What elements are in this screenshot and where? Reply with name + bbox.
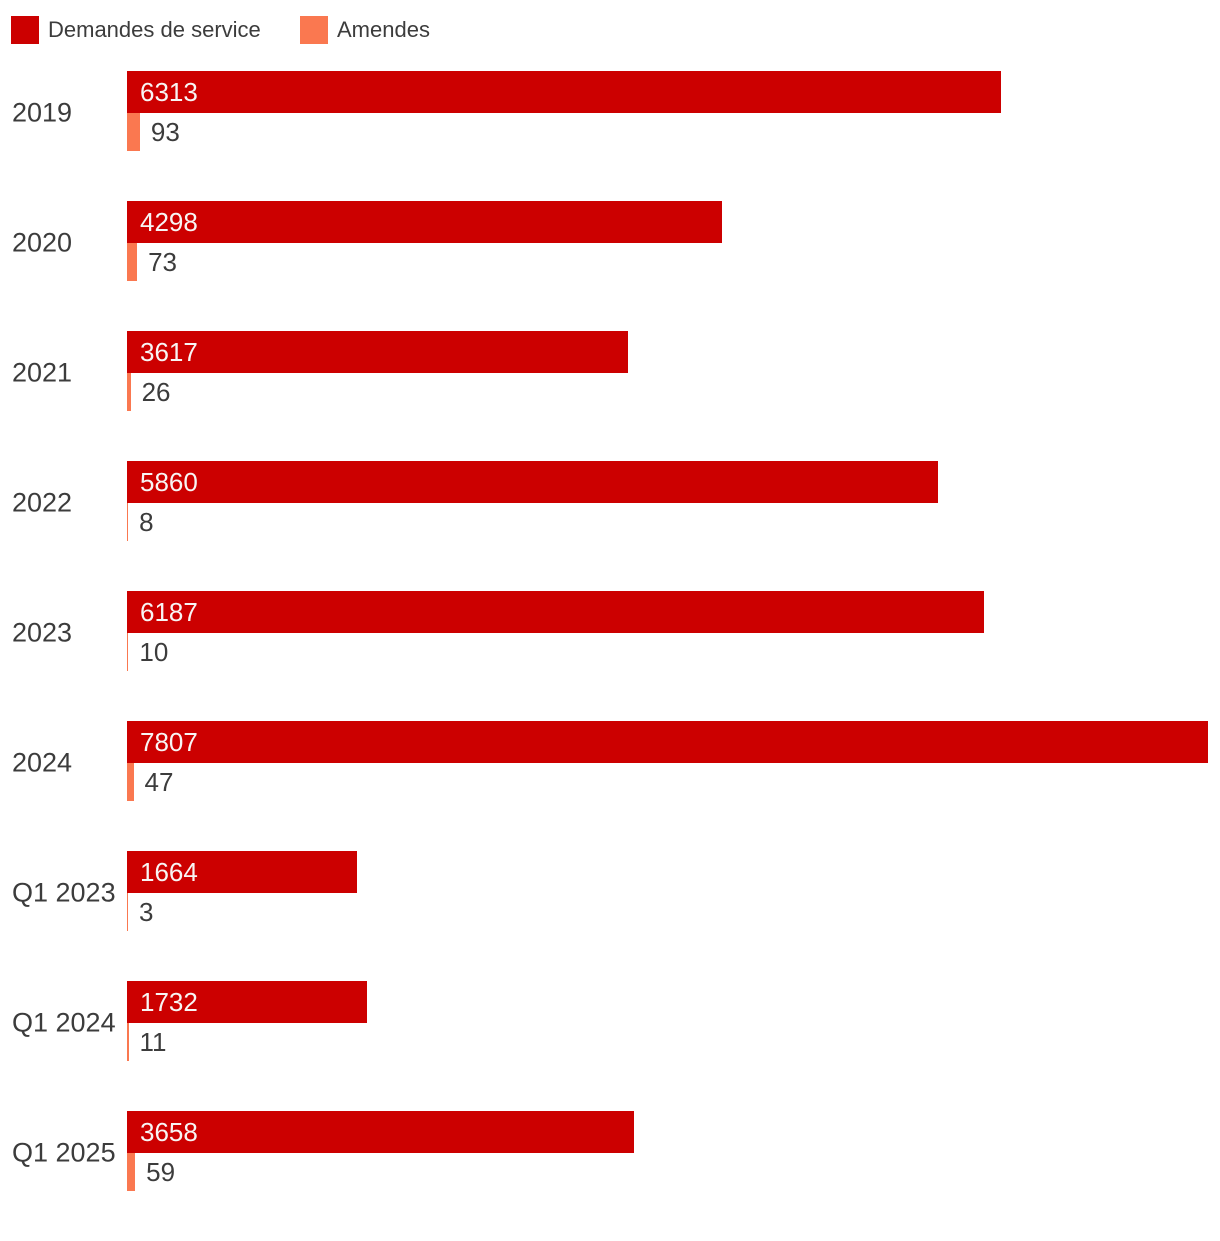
- category-label: 2019: [12, 97, 73, 128]
- category-label: 2020: [12, 227, 73, 258]
- chart-row: Q1 2024 1732 11: [0, 981, 1220, 1111]
- category-label: Q1 2025: [12, 1137, 116, 1168]
- amendes-value: 59: [146, 1156, 176, 1187]
- amendes-bar: [127, 503, 129, 541]
- amendes-bar: [127, 763, 134, 801]
- demandes-value: 3617: [140, 336, 198, 367]
- amendes-swatch: [300, 16, 328, 44]
- chart-row: 2023 6187 10: [0, 591, 1220, 721]
- row-bars: 1732 11: [127, 981, 1208, 1061]
- row-bars: 1664 3: [127, 851, 1208, 931]
- amendes-bar: [127, 113, 140, 151]
- chart-rows: 2019 6313 93 2020 4298 73 2021 3: [0, 71, 1220, 1241]
- category-label: 2021: [12, 357, 73, 388]
- amendes-value: 8: [139, 506, 154, 537]
- legend: Demandes de service Amendes: [0, 15, 1220, 45]
- amendes-value: 93: [150, 116, 180, 147]
- row-bars: 3617 26: [127, 331, 1208, 411]
- legend-item-demandes: Demandes de service: [11, 15, 261, 45]
- demandes-value: 5860: [140, 466, 198, 497]
- amendes-row: 3: [127, 893, 1208, 931]
- amendes-bar: [127, 243, 138, 281]
- amendes-row: 8: [127, 503, 1208, 541]
- chart-row: 2019 6313 93: [0, 71, 1220, 201]
- demandes-bar: 3658: [127, 1111, 634, 1153]
- amendes-bar: [127, 893, 128, 931]
- amendes-value: 47: [144, 766, 174, 797]
- amendes-row: 47: [127, 763, 1208, 801]
- amendes-value: 10: [139, 636, 169, 667]
- row-bars: 6313 93: [127, 71, 1208, 151]
- demandes-bar: 6187: [127, 591, 984, 633]
- amendes-row: 10: [127, 633, 1208, 671]
- legend-label-amendes: Amendes: [337, 17, 430, 42]
- demandes-value: 7807: [140, 726, 198, 757]
- amendes-value: 11: [139, 1026, 167, 1057]
- amendes-row: 93: [127, 113, 1208, 151]
- amendes-value: 3: [139, 896, 154, 927]
- demandes-bar: 1732: [127, 981, 367, 1023]
- demandes-value: 1732: [140, 986, 198, 1017]
- legend-label-demandes: Demandes de service: [48, 17, 261, 42]
- demandes-bar: 3617: [127, 331, 628, 373]
- demandes-bar: 5860: [127, 461, 939, 503]
- amendes-row: 26: [127, 373, 1208, 411]
- demandes-value: 1664: [140, 856, 198, 887]
- chart-row: 2021 3617 26: [0, 331, 1220, 461]
- demandes-bar: 7807: [127, 721, 1208, 763]
- amendes-row: 59: [127, 1153, 1208, 1191]
- amendes-row: 73: [127, 243, 1208, 281]
- chart-row: 2024 7807 47: [0, 721, 1220, 851]
- category-label: Q1 2024: [12, 1007, 116, 1038]
- demandes-bar: 4298: [127, 201, 723, 243]
- amendes-row: 11: [127, 1023, 1208, 1061]
- category-label: 2024: [12, 747, 73, 778]
- legend-item-amendes: Amendes: [300, 15, 430, 45]
- demandes-value: 3658: [140, 1116, 198, 1147]
- row-bars: 4298 73: [127, 201, 1208, 281]
- chart-row: 2020 4298 73: [0, 201, 1220, 331]
- category-label: Q1 2023: [12, 877, 116, 908]
- demandes-bar: 6313: [127, 71, 1002, 113]
- row-bars: 3658 59: [127, 1111, 1208, 1191]
- demandes-value: 6313: [140, 76, 198, 107]
- chart-row: Q1 2025 3658 59: [0, 1111, 1220, 1241]
- amendes-value: 73: [148, 246, 178, 277]
- demandes-swatch: [11, 16, 39, 44]
- amendes-bar: [127, 633, 129, 671]
- amendes-bar: [127, 1023, 129, 1061]
- chart-row: Q1 2023 1664 3: [0, 851, 1220, 981]
- row-bars: 7807 47: [127, 721, 1208, 801]
- category-label: 2023: [12, 617, 73, 648]
- demandes-value: 6187: [140, 596, 198, 627]
- demandes-value: 4298: [140, 206, 198, 237]
- row-bars: 6187 10: [127, 591, 1208, 671]
- category-label: 2022: [12, 487, 73, 518]
- chart-row: 2022 5860 8: [0, 461, 1220, 591]
- grouped-bar-chart: Demandes de service Amendes 2019 6313 93…: [0, 15, 1220, 1219]
- amendes-bar: [127, 1153, 136, 1191]
- row-bars: 5860 8: [127, 461, 1208, 541]
- amendes-bar: [127, 373, 131, 411]
- amendes-value: 26: [141, 376, 171, 407]
- demandes-bar: 1664: [127, 851, 358, 893]
